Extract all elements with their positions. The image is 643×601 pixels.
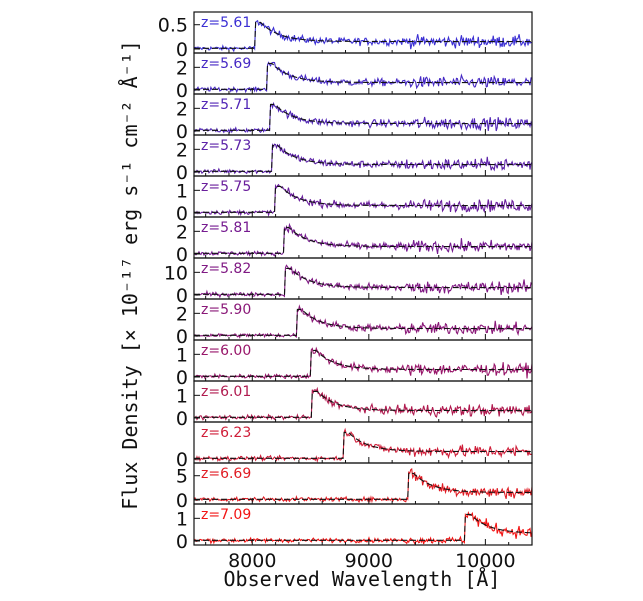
model-fit-line <box>194 21 532 49</box>
spectrum-panel: z=5.73 20 <box>176 134 533 184</box>
redshift-label: z=7.09 <box>201 507 251 523</box>
panel-frame <box>193 503 533 546</box>
spectrum-line <box>193 427 533 464</box>
y-tick-label: 0 <box>176 39 188 61</box>
y-tick-label: 0 <box>176 490 188 512</box>
spectrum-panel: z=5.82 100 <box>164 257 533 307</box>
spectrum-line <box>193 101 533 134</box>
spectrum-line <box>193 346 533 380</box>
x-tick-label: 10000 <box>455 550 515 572</box>
redshift-label: z=5.69 <box>201 56 251 72</box>
y-tick-label: 0 <box>176 408 188 430</box>
model-fit-line <box>194 62 532 90</box>
y-tick-label: 2 <box>176 57 188 79</box>
spectrum-panel: z=6.00 10 <box>176 339 533 389</box>
y-tick-label: 0 <box>176 449 188 471</box>
y-tick-label: 0 <box>176 162 188 184</box>
x-axis-title: Observed Wavelength [Å] <box>224 567 501 591</box>
model-fit-line <box>194 513 533 541</box>
y-tick-label: 0 <box>176 203 188 225</box>
spectra-panels: z=5.610.50z=5.6920z=5.7120z=5.7320z=5.75… <box>158 11 533 553</box>
y-tick-label: 10 <box>164 262 188 284</box>
y-tick-label: 1 <box>176 385 188 407</box>
y-tick-label: 1 <box>176 508 188 530</box>
model-fit-line <box>194 308 532 336</box>
y-tick-label: 1 <box>176 344 188 366</box>
redshift-label: z=5.71 <box>201 97 251 113</box>
redshift-label: z=6.00 <box>201 343 251 359</box>
spectrum-panel: z=5.75 10 <box>176 175 533 225</box>
x-tick-label: 9000 <box>345 550 393 572</box>
spectrum-panel: z=5.71 20 <box>176 93 533 143</box>
model-fit-line <box>194 144 532 172</box>
redshift-label: z=5.81 <box>201 220 251 236</box>
spectrum-panel: z=6.01 10 <box>176 380 533 430</box>
y-axis-title: Flux Density [× 10⁻¹⁷ erg s⁻¹ cm⁻² Å⁻¹] <box>118 40 142 510</box>
y-tick-label: 2 <box>176 303 188 325</box>
redshift-label: z=5.73 <box>201 138 251 154</box>
redshift-label: z=6.69 <box>201 466 251 482</box>
y-tick-label: 0 <box>176 121 188 143</box>
x-tick-labels: 8000 9000 10000 <box>228 550 516 572</box>
redshift-label: z=5.82 <box>201 261 251 277</box>
model-fit-line <box>194 226 532 254</box>
model-fit-line <box>194 185 532 213</box>
spectrum-panel: z=5.90 20 <box>176 298 533 348</box>
spectrum-line <box>193 19 533 53</box>
model-fit-line <box>194 472 533 500</box>
spectrum-panel: z=5.61 0.50 <box>158 11 533 61</box>
redshift-label: z=5.61 <box>201 15 251 31</box>
redshift-label: z=5.75 <box>201 179 251 195</box>
y-tick-label: 0 <box>176 531 188 553</box>
redshift-label: z=6.23 <box>201 425 251 441</box>
y-tick-label: 0 <box>176 367 188 389</box>
y-tick-label: 0 <box>176 80 188 102</box>
y-tick-label: 2 <box>176 221 188 243</box>
y-tick-label: 0 <box>176 285 188 307</box>
y-tick-label: 0.5 <box>158 15 188 37</box>
spectrum-line <box>193 510 533 545</box>
spectrum-panel: z=6.23 0 <box>176 421 533 471</box>
model-fit-line <box>194 431 532 459</box>
model-fit-line <box>194 390 532 418</box>
redshift-label: z=6.01 <box>201 384 251 400</box>
y-tick-label: 0 <box>176 244 188 266</box>
model-fit-line <box>194 103 532 131</box>
y-tick-label: 5 <box>176 466 188 488</box>
spectrum-line <box>193 222 533 257</box>
y-tick-label: 2 <box>176 139 188 161</box>
model-fit-line <box>194 349 532 377</box>
spectrum-panel: z=5.69 20 <box>176 52 533 102</box>
y-tick-label: 2 <box>176 98 188 120</box>
spectrum-panel: z=7.09 10 <box>176 503 533 553</box>
y-tick-label: 0 <box>176 326 188 348</box>
spectrum-panel: z=5.81 20 <box>176 216 533 266</box>
y-tick-label: 1 <box>176 180 188 202</box>
model-fit-line <box>194 267 532 295</box>
redshift-label: z=5.90 <box>201 302 251 318</box>
spectrum-panel: z=6.69 50 <box>176 462 533 512</box>
x-tick-label: 8000 <box>228 550 276 572</box>
